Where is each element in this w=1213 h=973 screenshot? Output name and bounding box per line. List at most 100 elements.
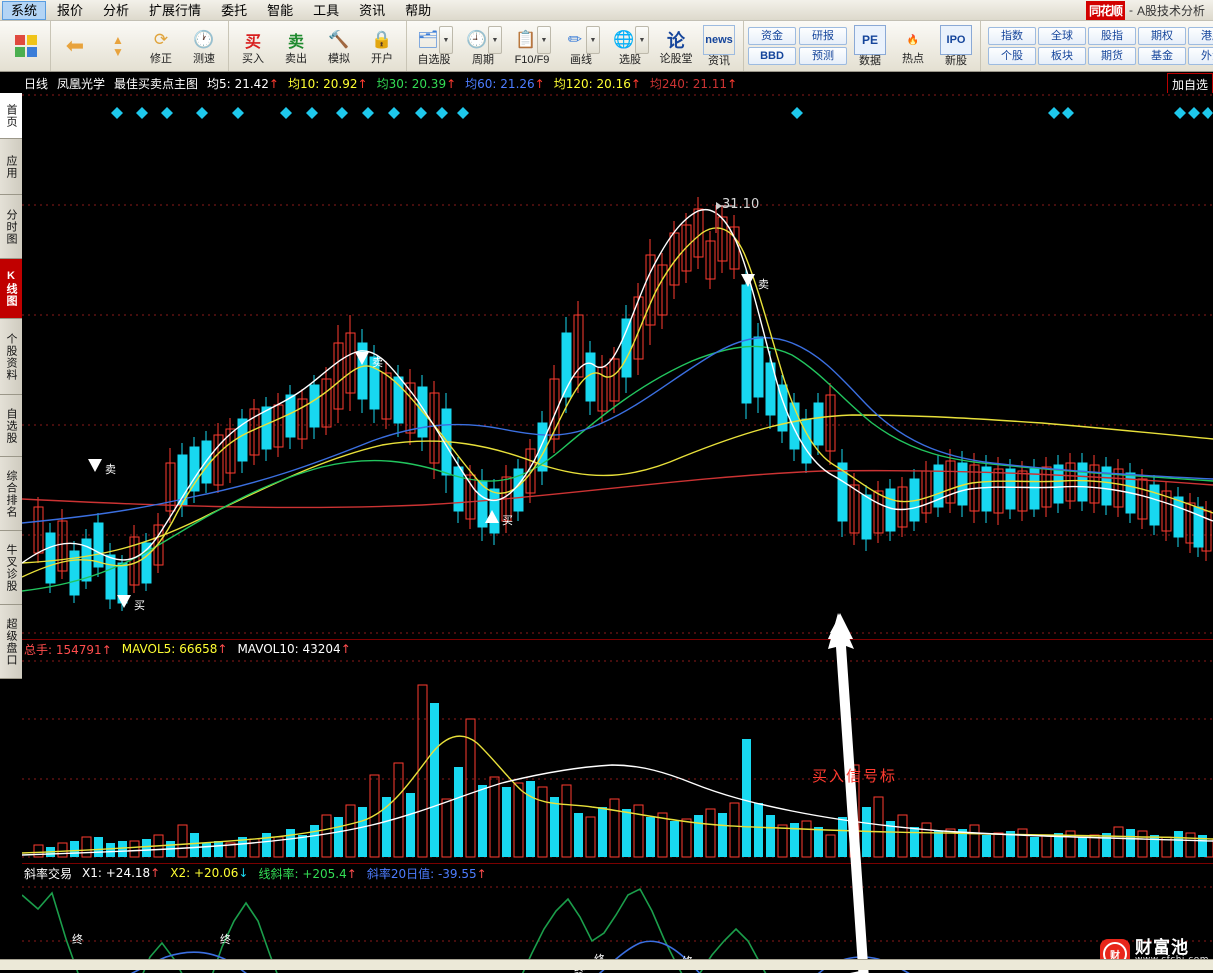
hotspot-label: 热点 xyxy=(902,53,924,65)
ma10-line xyxy=(22,227,1213,578)
volume-plot[interactable] xyxy=(22,657,1213,863)
sidebar-item-diagnosis[interactable]: 牛叉诊股 xyxy=(0,531,22,605)
refresh-button[interactable]: ⟳ 修正 xyxy=(140,22,182,70)
market-pill-funds[interactable]: 基金 xyxy=(1138,47,1186,65)
volume-chart-svg[interactable] xyxy=(22,657,1213,863)
speedtest-button[interactable]: 🕐 测速 xyxy=(183,22,225,70)
watchlist-dropdown-arrow[interactable]: ▼ xyxy=(439,26,453,54)
slope-readout: 线斜率: +205.4↑ xyxy=(258,866,357,881)
open-account-button[interactable]: 🔒 开户 xyxy=(361,22,403,70)
fund-pill[interactable]: 资金 xyxy=(748,27,796,45)
menu-item-smart[interactable]: 智能 xyxy=(267,2,294,18)
news-button[interactable]: news 资讯 xyxy=(698,22,740,70)
svg-text:卖: 卖 xyxy=(758,278,769,291)
toolbar-group-functions: 🗂 ▼ 自选股 🕘 ▼ 周期 📋 ▼ F10/F9 xyxy=(407,21,744,71)
market-pill-stockindex[interactable]: 股指 xyxy=(1088,27,1136,45)
simulate-button[interactable]: 🔨 模拟 xyxy=(318,22,360,70)
forum-button[interactable]: 论 论股堂 xyxy=(655,22,697,70)
period-button[interactable]: 🕘 ▼ 周期 xyxy=(459,22,507,70)
menu-item-help[interactable]: 帮助 xyxy=(405,2,432,18)
menu-item-news[interactable]: 资讯 xyxy=(359,2,386,18)
f10-button[interactable]: 📋 ▼ F10/F9 xyxy=(508,22,556,70)
buy-label: 买入 xyxy=(242,53,264,65)
forecast-pill[interactable]: 预测 xyxy=(799,47,847,65)
buy-signal-annotation: 买入信号标 xyxy=(812,768,898,785)
market-pill-hk[interactable]: 港股 xyxy=(1188,27,1213,45)
hotspot-button[interactable]: 🔥 热点 xyxy=(892,22,934,70)
sidebar-item-apps[interactable]: 应用 xyxy=(0,139,22,195)
newstock-label: 新股 xyxy=(945,55,967,67)
stockpick-button[interactable]: 🌐 ▼ 选股 xyxy=(606,22,654,70)
page-updown-button[interactable]: ▲ ▼ xyxy=(97,22,139,70)
forum-icon: 论 xyxy=(667,31,685,51)
market-pill-stocks[interactable]: 个股 xyxy=(988,47,1036,65)
menu-item-tools[interactable]: 工具 xyxy=(313,2,340,18)
period-label-text: 日线 xyxy=(24,76,49,91)
market-pill-global[interactable]: 全球 xyxy=(1038,27,1086,45)
panel-divider-1 xyxy=(22,639,1213,640)
sidebar-item-watchlist[interactable]: 自选股 xyxy=(0,395,22,457)
ma30-readout: 均30: 20.39↑ xyxy=(376,76,457,91)
ma30-line xyxy=(22,345,1213,592)
market-pill-forex[interactable]: 外汇 xyxy=(1188,47,1213,65)
market-pill-options[interactable]: 期权 xyxy=(1138,27,1186,45)
stockpick-dropdown-arrow[interactable]: ▼ xyxy=(635,26,649,54)
ma5-line xyxy=(22,209,1213,564)
ma120-readout: 均120: 20.16↑ xyxy=(553,76,641,91)
ma5-readout: 均5: 21.42↑ xyxy=(207,76,279,91)
f10-dropdown-arrow[interactable]: ▼ xyxy=(537,26,551,54)
left-sidebar: 首页 应用 分时图 K线图 个股资料 自选股 综合排名 牛叉诊股 超级盘口 xyxy=(0,93,23,713)
news-label: 资讯 xyxy=(708,55,730,67)
ma60-line xyxy=(22,337,1213,524)
drawline-button[interactable]: ✏ ▼ 画线 xyxy=(557,22,605,70)
menu-item-quotes[interactable]: 报价 xyxy=(57,2,84,18)
buy-button[interactable]: 买 买入 xyxy=(232,22,274,70)
mavol10-readout: MAVOL10: 43204↑ xyxy=(237,642,351,656)
windows-grid-button[interactable] xyxy=(5,22,47,70)
clock-icon: 🕐 xyxy=(193,30,215,49)
sidebar-item-home[interactable]: 首页 xyxy=(0,93,22,139)
back-button[interactable]: ⬅ xyxy=(54,22,96,70)
window-title: A股技术分析 xyxy=(1136,3,1205,18)
indicator-plot[interactable]: 终 始 终 始 终 终 终 始 终 终 始 终 始 xyxy=(22,881,1213,973)
menu-item-orders[interactable]: 委托 xyxy=(221,2,248,18)
sidebar-item-stock-info[interactable]: 个股资料 xyxy=(0,319,22,395)
drawline-dropdown-arrow[interactable]: ▼ xyxy=(586,26,600,54)
volume-panel[interactable]: 总手: 154791↑ MAVOL5: 66658↑ MAVOL10: 4320… xyxy=(22,641,1213,863)
sidebar-item-super-handicap[interactable]: 超级盘口 xyxy=(0,605,22,679)
chart-container: 卖 买 卖 买 卖 xyxy=(22,93,1213,973)
add-to-watchlist-button[interactable]: 加自选 xyxy=(1166,73,1213,95)
back-arrow-icon: ⬅ xyxy=(65,33,85,58)
toolbar-group-nav: ⬅ ▲ ▼ ⟳ 修正 🕐 测速 xyxy=(51,21,229,71)
indicator-chart-svg[interactable]: 终 始 终 始 终 终 终 始 终 终 始 终 始 xyxy=(22,881,1213,973)
chart-info-bar: 日线 凤凰光学 最佳买卖点主图 均5: 21.42↑ 均10: 20.92↑ 均… xyxy=(0,72,1213,95)
market-pill-futures[interactable]: 期货 xyxy=(1088,47,1136,65)
newstock-button[interactable]: IPO 新股 xyxy=(935,22,977,70)
x2-readout: X2: +20.06↓ xyxy=(170,866,249,880)
menu-item-analysis[interactable]: 分析 xyxy=(103,2,130,18)
speedtest-label: 测速 xyxy=(193,53,215,65)
data-button[interactable]: PE 数据 xyxy=(849,22,891,70)
watchlist-button[interactable]: 🗂 ▼ 自选股 xyxy=(410,22,458,70)
mavol5-readout: MAVOL5: 66658↑ xyxy=(121,642,228,656)
bbd-pill[interactable]: BBD xyxy=(748,47,796,65)
indicator-panel[interactable]: 斜率交易 X1: +24.18↑ X2: +20.06↓ 线斜率: +205.4… xyxy=(22,865,1213,973)
research-forecast-pills: 研报 预测 xyxy=(798,23,848,69)
open-account-label: 开户 xyxy=(371,53,393,65)
market-pill-sector[interactable]: 板块 xyxy=(1038,47,1086,65)
sidebar-item-ranking[interactable]: 综合排名 xyxy=(0,457,22,531)
menu-item-system[interactable]: 系统 xyxy=(2,0,47,20)
research-pill[interactable]: 研报 xyxy=(799,27,847,45)
price-chart-svg[interactable]: 卖 买 卖 买 卖 xyxy=(22,93,1213,639)
period-dropdown-arrow[interactable]: ▼ xyxy=(488,26,502,54)
sell-button[interactable]: 卖 卖出 xyxy=(275,22,317,70)
sidebar-item-kline[interactable]: K线图 xyxy=(0,259,22,319)
price-panel[interactable]: 卖 买 卖 买 卖 xyxy=(22,93,1213,709)
market-pill-index[interactable]: 指数 xyxy=(988,27,1036,45)
sidebar-item-timeline[interactable]: 分时图 xyxy=(0,195,22,259)
menu-item-extended-quotes[interactable]: 扩展行情 xyxy=(149,2,202,18)
title-dash: - xyxy=(1128,3,1133,17)
indicator-panel-header: 斜率交易 X1: +24.18↑ X2: +20.06↓ 线斜率: +205.4… xyxy=(22,865,1213,881)
panel-divider-2 xyxy=(22,863,1213,864)
